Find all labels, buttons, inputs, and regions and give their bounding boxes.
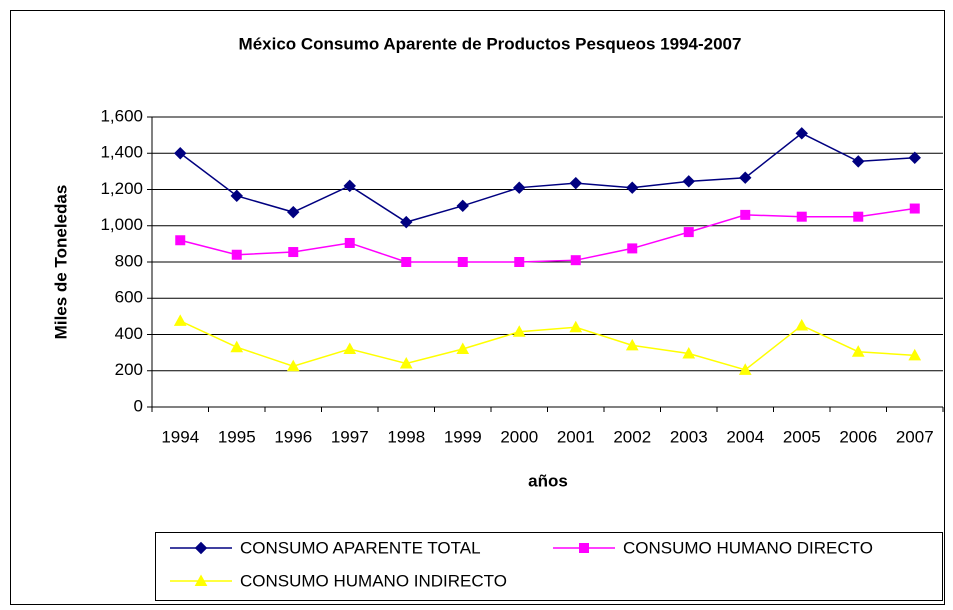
data-point xyxy=(908,348,922,361)
data-point xyxy=(512,325,526,337)
legend-marker xyxy=(194,574,208,586)
data-point xyxy=(456,342,470,354)
x-tick-label: 2000 xyxy=(500,427,538,446)
y-tick-label: 0 xyxy=(134,396,143,415)
x-tick-label: 2002 xyxy=(613,427,651,446)
y-tick-label: 1,400 xyxy=(100,143,143,162)
data-point xyxy=(626,181,639,194)
data-point xyxy=(570,255,581,266)
data-point xyxy=(908,151,921,164)
data-point xyxy=(399,356,413,369)
data-point xyxy=(796,211,807,222)
series-line xyxy=(179,320,915,371)
x-tick-label: 1995 xyxy=(218,427,256,446)
data-point xyxy=(851,345,865,357)
legend-label: CONSUMO HUMANO DIRECTO xyxy=(623,538,873,557)
legend-marker xyxy=(194,541,208,555)
data-point xyxy=(343,179,356,193)
data-point xyxy=(625,338,639,351)
data-point xyxy=(795,127,808,140)
data-point xyxy=(400,215,413,229)
x-tick-label: 2004 xyxy=(726,427,764,446)
data-point xyxy=(173,314,187,326)
y-axis-label: Miles de Toneledas xyxy=(51,185,70,340)
x-tick-label: 1996 xyxy=(274,427,312,446)
y-tick-label: 200 xyxy=(115,360,143,379)
data-point xyxy=(627,243,638,254)
data-point xyxy=(286,359,300,372)
legend-marker xyxy=(579,543,589,553)
chart-frame xyxy=(10,10,945,605)
x-tick-label: 2005 xyxy=(783,427,821,446)
x-tick-label: 1998 xyxy=(387,427,425,446)
series-line xyxy=(179,132,915,223)
data-point xyxy=(682,175,695,188)
legend-label: CONSUMO HUMANO INDIRECTO xyxy=(240,571,507,590)
data-point xyxy=(909,203,920,214)
x-tick-label: 2003 xyxy=(670,427,708,446)
y-tick-label: 1,200 xyxy=(100,179,143,198)
data-point xyxy=(513,181,526,194)
y-tick-label: 800 xyxy=(115,251,143,270)
y-tick-label: 600 xyxy=(115,288,143,307)
data-point xyxy=(231,249,242,260)
x-axis-label: años xyxy=(528,471,568,490)
data-point xyxy=(569,320,583,333)
data-point xyxy=(514,257,525,267)
x-tick-label: 2001 xyxy=(557,427,595,446)
legend-box xyxy=(155,532,943,601)
data-point xyxy=(569,176,582,190)
data-point xyxy=(795,318,809,331)
data-point xyxy=(287,205,300,219)
y-tick-label: 400 xyxy=(115,324,143,343)
data-point xyxy=(175,235,186,246)
data-point xyxy=(230,189,243,203)
series-line xyxy=(180,207,915,263)
x-tick-label: 1997 xyxy=(331,427,369,446)
data-point xyxy=(457,257,468,267)
x-tick-label: 2007 xyxy=(896,427,934,446)
data-point xyxy=(288,247,299,258)
y-tick-label: 1,600 xyxy=(100,106,143,125)
data-point xyxy=(174,147,187,160)
data-point xyxy=(401,257,412,267)
data-point xyxy=(230,340,244,353)
y-tick-label: 1,000 xyxy=(100,215,143,234)
data-point xyxy=(853,211,864,222)
data-point xyxy=(740,209,751,220)
x-tick-label: 1999 xyxy=(444,427,482,446)
data-point xyxy=(738,363,752,375)
x-tick-label: 2006 xyxy=(839,427,877,446)
data-point xyxy=(343,342,357,354)
legend-label: CONSUMO APARENTE TOTAL xyxy=(240,538,481,557)
data-point xyxy=(739,171,752,184)
data-point xyxy=(683,227,694,238)
data-point xyxy=(852,155,865,168)
chart-title: México Consumo Aparente de Productos Pes… xyxy=(239,34,742,53)
data-point xyxy=(456,199,469,213)
data-point xyxy=(682,346,696,359)
data-point xyxy=(344,237,355,248)
x-tick-label: 1994 xyxy=(161,427,199,446)
